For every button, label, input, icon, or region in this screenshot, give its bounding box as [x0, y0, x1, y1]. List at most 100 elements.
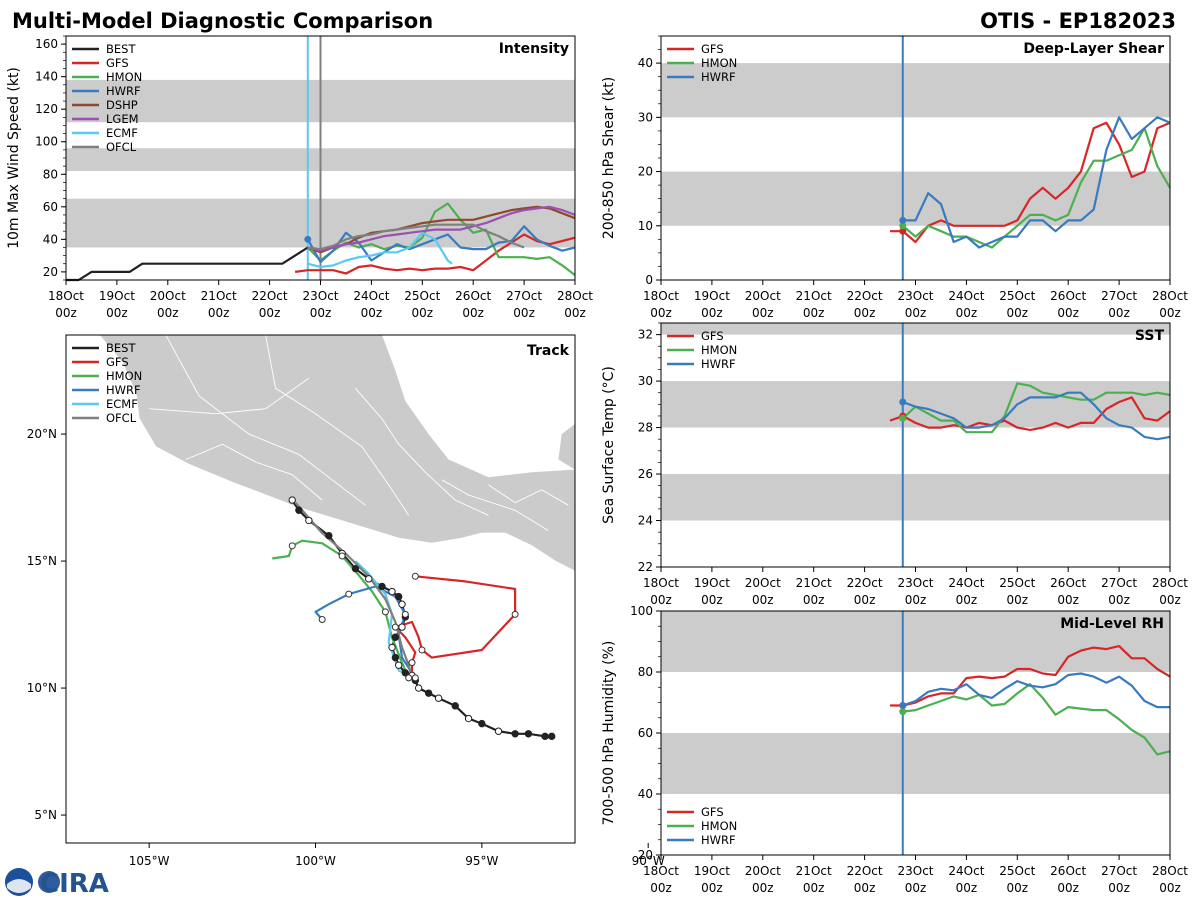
- y-tick-label: 160: [35, 37, 58, 51]
- series-hmon: [902, 382, 1171, 434]
- noaa-wave-icon: [7, 879, 31, 893]
- x-tick-label: 27Oct: [1101, 864, 1137, 878]
- series-ofcl: [307, 223, 525, 251]
- x-tick-label: 26Oct: [1050, 864, 1086, 878]
- init-marker-hmon: [899, 414, 907, 422]
- x-tick-sublabel: 00z: [1007, 881, 1029, 895]
- yucatan: [558, 423, 575, 470]
- lat-label: 5°N: [34, 808, 57, 822]
- x-tick-sublabel: 00z: [1057, 881, 1079, 895]
- x-tick-label: 20Oct: [745, 289, 781, 303]
- shade-band: [661, 733, 1170, 794]
- x-tick-sublabel: 00z: [854, 593, 876, 607]
- x-tick-label: 24Oct: [353, 289, 389, 303]
- x-tick-sublabel: 00z: [905, 306, 927, 320]
- legend-label: BEST: [106, 341, 136, 355]
- x-tick-label: 25Oct: [999, 576, 1035, 590]
- rh-panel: 20 40 60 80 100 18Oct 00z 19Oct 00z 20Oct 00z 21Oct…: [601, 604, 1188, 895]
- x-tick-label: 23Oct: [897, 289, 933, 303]
- x-tick-sublabel: 00z: [650, 593, 672, 607]
- x-tick-label: 25Oct: [999, 289, 1035, 303]
- plot-frame: [660, 322, 1171, 568]
- panel-title: Intensity: [499, 41, 569, 57]
- forecast-point: [411, 674, 419, 682]
- best-track-point: [494, 727, 503, 735]
- x-tick-sublabel: 00z: [1007, 306, 1029, 320]
- x-tick-label: 19Oct: [694, 864, 730, 878]
- init-marker-hwrf: [899, 216, 907, 224]
- series-gfs: [294, 233, 576, 275]
- x-tick-sublabel: 00z: [412, 306, 434, 320]
- init-marker-hwrf: [899, 702, 907, 710]
- x-tick-sublabel: 00z: [1007, 593, 1029, 607]
- x-tick-sublabel: 00z: [1159, 593, 1181, 607]
- legend-label: LGEM: [106, 112, 139, 126]
- x-tick-label: 26Oct: [1050, 289, 1086, 303]
- panel-title: SST: [1135, 328, 1165, 344]
- y-tick-label: 40: [638, 56, 653, 70]
- best-track-point: [524, 730, 533, 738]
- x-tick-label: 23Oct: [302, 289, 338, 303]
- x-tick-sublabel: 00z: [361, 306, 383, 320]
- x-tick-label: 21Oct: [796, 576, 832, 590]
- x-tick-sublabel: 00z: [752, 881, 774, 895]
- track-panel: 105°W 100°W 95°W 90°W 5°N 10°N 15°N 20°N Track BE…: [27, 334, 665, 868]
- forecast-point: [288, 542, 296, 550]
- legend-label: ECMF: [106, 397, 138, 411]
- intensity-panel: 20 40 60 80 100 120 140 160 18Oct 00z 19Oct 00z 20Oc…: [6, 35, 593, 320]
- globe-icon: [38, 871, 60, 893]
- x-tick-sublabel: 00z: [650, 881, 672, 895]
- best-track-point: [541, 732, 549, 741]
- x-tick-label: 18Oct: [643, 864, 679, 878]
- legend-label: OFCL: [106, 411, 137, 425]
- series-dshp: [307, 205, 576, 254]
- y-tick-label: 20: [638, 165, 653, 179]
- legend-label: GFS: [701, 329, 724, 343]
- init-marker-hwrf: [304, 235, 312, 243]
- x-tick-label: 20Oct: [745, 576, 781, 590]
- x-tick-sublabel: 00z: [803, 881, 825, 895]
- shade-band: [661, 323, 1170, 335]
- best-track-point: [378, 582, 386, 591]
- shade-band: [661, 171, 1170, 226]
- x-tick-label: 19Oct: [99, 289, 135, 303]
- x-tick-label: 23Oct: [897, 576, 933, 590]
- best-track-point: [391, 653, 400, 662]
- series-hwrf: [902, 672, 1170, 709]
- x-tick-sublabel: 00z: [1057, 306, 1079, 320]
- best-track-point: [394, 592, 403, 601]
- y-axis-label: Sea Surface Temp (°C): [601, 366, 617, 524]
- x-tick-label: 18Oct: [643, 289, 679, 303]
- series-hwrf: [902, 116, 1171, 249]
- x-tick-label: 27Oct: [506, 289, 542, 303]
- x-tick-label: 22Oct: [847, 864, 883, 878]
- y-tick-label: 100: [630, 604, 653, 618]
- y-tick-label: 26: [638, 467, 653, 481]
- best-track-point: [351, 564, 360, 573]
- best-track-point: [391, 633, 400, 641]
- forecast-point: [411, 572, 419, 580]
- x-tick-sublabel: 00z: [157, 306, 179, 320]
- y-tick-label: 60: [43, 200, 58, 214]
- y-tick-label: 20: [43, 265, 58, 279]
- storm-id: OTIS - EP182023: [980, 9, 1176, 33]
- y-tick-label: 10: [638, 219, 653, 233]
- state-border: [441, 479, 549, 531]
- x-tick-sublabel: 00z: [1108, 881, 1130, 895]
- x-tick-sublabel: 00z: [803, 306, 825, 320]
- init-marker-gfs: [899, 227, 907, 235]
- x-tick-label: 20Oct: [745, 864, 781, 878]
- init-marker-hmon: [899, 708, 907, 716]
- x-tick-sublabel: 00z: [55, 306, 77, 320]
- series-gfs: [890, 644, 1171, 707]
- x-tick-sublabel: 00z: [1108, 593, 1130, 607]
- y-tick-label: 60: [638, 726, 653, 740]
- y-tick-label: 22: [638, 560, 653, 574]
- best-track-point: [401, 669, 410, 677]
- state-border: [149, 377, 310, 415]
- best-track-point: [548, 732, 556, 741]
- x-tick-label: 21Oct: [796, 864, 832, 878]
- best-track-point: [305, 516, 313, 525]
- panel-title: Mid-Level RH: [1060, 616, 1164, 632]
